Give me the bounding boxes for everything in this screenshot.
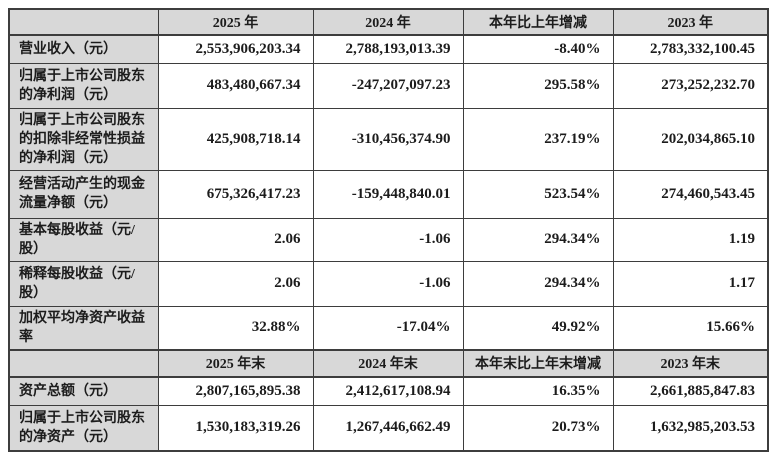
value-2023: 1.19	[612, 217, 769, 262]
value-2024: -1.06	[312, 260, 464, 307]
value-2023: 1.17	[612, 260, 769, 307]
corner-cell	[8, 348, 159, 378]
value-change: 294.34%	[462, 260, 614, 307]
table-row-net-profit: 归属于上市公司股东的净利润（元） 483,480,667.34 -247,207…	[8, 62, 769, 109]
value-2024: -310,456,374.90	[312, 107, 464, 171]
table-header-year-end: 2025 年末 2024 年末 本年末比上年末增减 2023 年末	[8, 348, 769, 378]
value-2023: 2,661,885,847.83	[612, 376, 769, 406]
key-financials-table: 2025 年 2024 年 本年比上年增减 2023 年 营业收入（元） 2,5…	[8, 8, 769, 452]
table-row-basic-eps: 基本每股收益（元/股） 2.06 -1.06 294.34% 1.19	[8, 217, 769, 262]
col-header-year-end-change: 本年末比上年末增减	[462, 348, 614, 378]
value-change: 237.19%	[462, 107, 614, 171]
value-2023: 2,783,332,100.45	[612, 34, 769, 64]
value-2025: 2.06	[157, 217, 314, 262]
table-row-net-profit-deducted: 归属于上市公司股东的扣除非经常性损益的净利润（元） 425,908,718.14…	[8, 107, 769, 171]
value-2023: 1,632,985,203.53	[612, 405, 769, 451]
value-2025: 483,480,667.34	[157, 62, 314, 109]
value-2025: 425,908,718.14	[157, 107, 314, 171]
row-label: 营业收入（元）	[8, 34, 159, 64]
row-label: 归属于上市公司股东的净资产（元）	[8, 405, 159, 451]
table-header-annual: 2025 年 2024 年 本年比上年增减 2023 年	[8, 8, 769, 36]
col-header-2025-end: 2025 年末	[157, 348, 314, 378]
row-label: 基本每股收益（元/股）	[8, 217, 159, 262]
row-label: 稀释每股收益（元/股）	[8, 260, 159, 307]
value-change: 295.58%	[462, 62, 614, 109]
col-header-2023: 2023 年	[612, 8, 769, 36]
value-2025: 2.06	[157, 260, 314, 307]
value-change: 523.54%	[462, 169, 614, 219]
value-2025: 32.88%	[157, 305, 314, 350]
row-label: 归属于上市公司股东的扣除非经常性损益的净利润（元）	[8, 107, 159, 171]
value-2025: 1,530,183,319.26	[157, 405, 314, 451]
table-row-diluted-eps: 稀释每股收益（元/股） 2.06 -1.06 294.34% 1.17	[8, 260, 769, 307]
value-2025: 2,553,906,203.34	[157, 34, 314, 64]
value-2023: 202,034,865.10	[612, 107, 769, 171]
col-header-2024: 2024 年	[312, 8, 464, 36]
col-header-2024-end: 2024 年末	[312, 348, 464, 378]
value-change: 16.35%	[462, 376, 614, 406]
value-2025: 675,326,417.23	[157, 169, 314, 219]
value-2024: 2,412,617,108.94	[312, 376, 464, 406]
table-row-weighted-avg-roe: 加权平均净资产收益率 32.88% -17.04% 49.92% 15.66%	[8, 305, 769, 350]
value-2024: -1.06	[312, 217, 464, 262]
table-row-revenue: 营业收入（元） 2,553,906,203.34 2,788,193,013.3…	[8, 34, 769, 64]
row-label: 加权平均净资产收益率	[8, 305, 159, 350]
value-change: -8.40%	[462, 34, 614, 64]
row-label: 归属于上市公司股东的净利润（元）	[8, 62, 159, 109]
value-2025: 2,807,165,895.38	[157, 376, 314, 406]
value-2023: 274,460,543.45	[612, 169, 769, 219]
value-change: 294.34%	[462, 217, 614, 262]
value-2023: 273,252,232.70	[612, 62, 769, 109]
value-2024: -247,207,097.23	[312, 62, 464, 109]
value-2024: -159,448,840.01	[312, 169, 464, 219]
corner-cell	[8, 8, 159, 36]
value-2023: 15.66%	[612, 305, 769, 350]
value-2024: 1,267,446,662.49	[312, 405, 464, 451]
value-2024: -17.04%	[312, 305, 464, 350]
row-label: 资产总额（元）	[8, 376, 159, 406]
value-change: 20.73%	[462, 405, 614, 451]
col-header-2025: 2025 年	[157, 8, 314, 36]
value-change: 49.92%	[462, 305, 614, 350]
row-label: 经营活动产生的现金流量净额（元）	[8, 169, 159, 219]
col-header-yoy-change: 本年比上年增减	[462, 8, 614, 36]
table-row-total-assets: 资产总额（元） 2,807,165,895.38 2,412,617,108.9…	[8, 376, 769, 406]
value-2024: 2,788,193,013.39	[312, 34, 464, 64]
table-row-operating-cash-flow: 经营活动产生的现金流量净额（元） 675,326,417.23 -159,448…	[8, 169, 769, 219]
col-header-2023-end: 2023 年末	[612, 348, 769, 378]
table-row-net-assets: 归属于上市公司股东的净资产（元） 1,530,183,319.26 1,267,…	[8, 405, 769, 451]
